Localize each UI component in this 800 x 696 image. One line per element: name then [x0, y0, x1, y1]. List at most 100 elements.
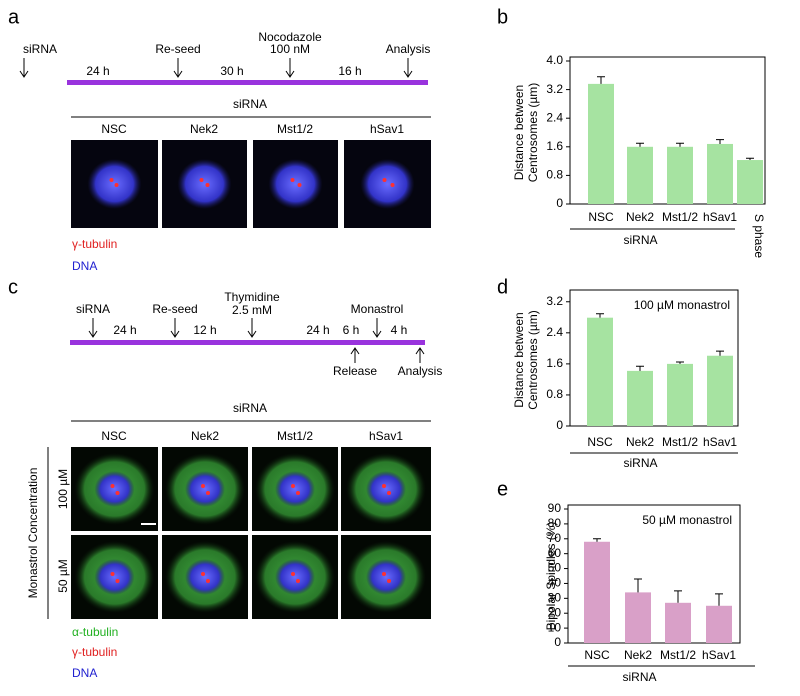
y-tick-label: 1.6: [546, 356, 563, 370]
bar: [707, 355, 733, 426]
row-title: Monastrol Concentration: [26, 468, 40, 599]
legend-label: DNA: [72, 259, 97, 273]
arrows: [19, 58, 413, 78]
timeline-c: siRNA Re-seed Thymidine 2.5 mM Monastrol…: [70, 290, 442, 378]
interval-label: 24 h: [86, 64, 109, 78]
centrosome: [201, 572, 205, 576]
y-tick-label: 90: [548, 501, 562, 515]
centrosome: [110, 572, 115, 576]
error-bar: [676, 361, 684, 364]
column-label: NSC: [101, 122, 127, 136]
dna: [275, 559, 315, 595]
dna: [360, 159, 415, 209]
arrows: [88, 318, 425, 363]
centrosome: [387, 491, 391, 495]
x-axis-label: siRNA: [622, 670, 656, 684]
centrosome: [382, 484, 386, 488]
y-tick-label: 20: [548, 605, 562, 619]
error-bar: [634, 578, 642, 593]
dna: [275, 471, 315, 507]
bar-chart: 0 0.8 1.6 2.4 3.2 NSC Nek2 Mst1/2 hSav1 siRNA Dist…: [512, 289, 739, 470]
event-label: Release: [333, 364, 377, 378]
event-label: siRNA: [23, 42, 57, 56]
bar-chart: 0 0.8 1.6 2.4 3.2 4.0 NSC Nek2 Mst1/2 hSav1 S phas…: [512, 53, 766, 258]
annotation: 50 µM monastrol: [642, 513, 732, 527]
centrosome: [206, 579, 210, 583]
panel-label: e: [497, 478, 508, 500]
error-bar: [674, 590, 682, 603]
centrosome: [290, 178, 295, 182]
x-tick-label: Nek2: [626, 435, 654, 449]
legend-label: γ-tubulin: [72, 237, 117, 251]
legend-label: DNA: [72, 666, 97, 680]
bar: [707, 143, 733, 204]
centrosome: [387, 579, 391, 583]
y-axis-label: Distance between: [512, 85, 526, 180]
y-axis-label: Bipolar Spindles (%): [544, 522, 558, 631]
dna: [366, 559, 406, 595]
event-label: Re-seed: [152, 302, 197, 316]
centrosome: [291, 484, 295, 488]
images-c: siRNA NSC Nek2 Mst1/2 hSav1 Monastrol Co…: [26, 401, 431, 680]
y-tick-label: 3.2: [546, 294, 563, 308]
x-tick-label: Nek2: [626, 210, 654, 224]
event-label: Analysis: [398, 364, 443, 378]
panel-label: b: [497, 6, 508, 28]
column-label: Mst1/2: [277, 429, 313, 443]
plot-frame: [567, 504, 741, 644]
timeline-bar: [70, 340, 425, 345]
y-tick-label: 0.8: [546, 168, 563, 182]
y-tick-label: 0: [556, 196, 563, 210]
centrosome: [291, 572, 295, 576]
error-bar: [597, 76, 605, 84]
column-label: Mst1/2: [277, 122, 313, 136]
error-bar: [596, 313, 604, 318]
centrosome: [115, 491, 120, 495]
bar: [667, 363, 693, 426]
event-label: 2.5 mM: [232, 303, 272, 317]
centrosome: [390, 183, 395, 187]
event-label: Nocodazole: [258, 30, 322, 44]
column-label: NSC: [101, 429, 127, 443]
y-tick-label: 0.8: [546, 387, 563, 401]
y-tick-label: 2.4: [546, 110, 563, 124]
header: siRNA: [233, 97, 267, 111]
y-tick-label: 60: [548, 546, 562, 560]
interval-label: 4 h: [391, 323, 408, 337]
bar: [627, 146, 653, 204]
x-tick-label: NSC: [587, 435, 613, 449]
dna: [177, 159, 232, 209]
centrosome: [199, 178, 204, 182]
interval-label: 6 h: [343, 323, 360, 337]
y-tick-label: 3.2: [546, 82, 563, 96]
error-bar: [636, 365, 644, 371]
y-tick-label: 80: [548, 516, 562, 530]
x-tick-label: NSC: [584, 648, 610, 662]
y-tick-label: 4.0: [546, 53, 563, 67]
x-tick-label: hSav1: [703, 435, 737, 449]
bar: [625, 592, 651, 643]
panel-label: d: [497, 276, 508, 298]
centrosome: [297, 183, 302, 187]
column-label: hSav1: [369, 429, 403, 443]
x-tick-label: NSC: [588, 210, 614, 224]
interval-label: 24 h: [306, 323, 329, 337]
x-tick-label: Mst1/2: [662, 210, 698, 224]
plot-frame: [569, 289, 739, 427]
bar: [737, 160, 763, 204]
error-bar: [746, 157, 754, 161]
x-tick-label: hSav1: [702, 648, 736, 662]
row-label: 100 µM: [56, 469, 70, 509]
x-tick-label: S phase: [752, 214, 766, 258]
interval-label: 30 h: [220, 64, 243, 78]
legend-label: α-tubulin: [72, 625, 118, 639]
column-label: Nek2: [191, 429, 219, 443]
y-tick-label: 2.4: [546, 325, 563, 339]
interval-label: 12 h: [193, 323, 216, 337]
bar: [667, 146, 693, 204]
column-label: hSav1: [370, 122, 404, 136]
dna: [94, 559, 135, 595]
x-axis-label: siRNA: [623, 233, 657, 247]
y-tick-label: 40: [548, 576, 562, 590]
